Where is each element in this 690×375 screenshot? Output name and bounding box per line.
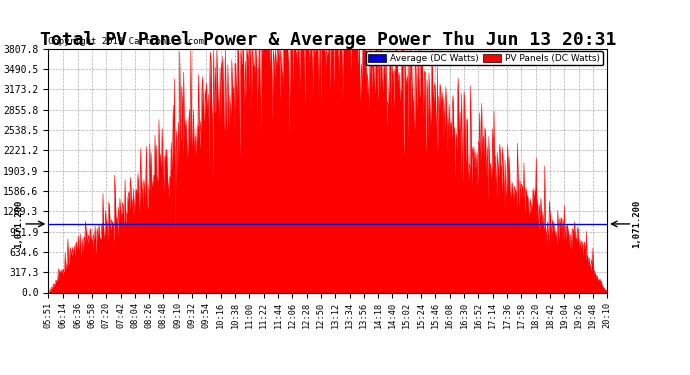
Text: 1,071.200: 1,071.200 [632,200,641,248]
Text: Copyright 2019 Cartronics.com: Copyright 2019 Cartronics.com [48,38,204,46]
Text: 1,071.200: 1,071.200 [14,200,23,248]
Legend: Average (DC Watts), PV Panels (DC Watts): Average (DC Watts), PV Panels (DC Watts) [366,51,602,65]
Title: Total PV Panel Power & Average Power Thu Jun 13 20:31: Total PV Panel Power & Average Power Thu… [39,31,616,49]
